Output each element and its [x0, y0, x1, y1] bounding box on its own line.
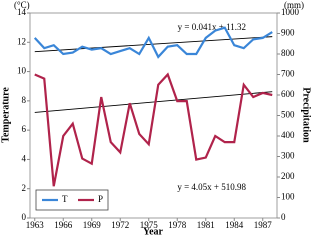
chart: (°C) (mm) Year Temperature Precipitation… — [0, 0, 312, 237]
y-tick-label: 14 — [17, 7, 27, 17]
legend-label: P — [98, 194, 103, 204]
x-tick-label: 1978 — [168, 220, 187, 230]
legend-label: T — [62, 194, 68, 204]
x-tick-label: 1966 — [54, 220, 73, 230]
y2-tick-label: 400 — [281, 130, 295, 140]
y2-tick-label: 300 — [281, 151, 295, 161]
trendline-label: y = 4.05x + 510.98 — [177, 182, 246, 192]
y-tick-label: 4 — [22, 153, 27, 163]
y-tick-label: 10 — [17, 66, 27, 76]
x-tick-label: 1981 — [197, 220, 215, 230]
trendline-label: y = 0.041x + 11.32 — [178, 22, 246, 32]
y-tick-label: 2 — [22, 183, 27, 193]
x-axis-title: Year — [143, 226, 164, 237]
y2-tick-label: 200 — [281, 171, 295, 181]
y-tick-label: 12 — [17, 36, 26, 46]
y2-unit: (mm) — [284, 0, 304, 10]
series-line — [33, 26, 273, 59]
y-tick-label: 6 — [22, 124, 27, 134]
y2-tick-label: 500 — [281, 110, 295, 120]
x-tick-label: 1963 — [26, 220, 45, 230]
x-tick-label: 1972 — [111, 220, 129, 230]
y2-tick-label: 700 — [281, 69, 295, 79]
y-tick-label: 8 — [22, 95, 27, 105]
x-tick-label: 1975 — [140, 220, 159, 230]
x-tick-label: 1969 — [83, 220, 102, 230]
y2-tick-label: 900 — [281, 28, 295, 38]
x-tick-label: 1987 — [254, 220, 273, 230]
y2-tick-label: 0 — [281, 212, 286, 222]
y2-tick-label: 1000 — [281, 7, 300, 17]
trendline — [34, 91, 273, 113]
y2-tick-label: 800 — [281, 48, 295, 58]
y-axis-title: Temperature — [0, 87, 11, 143]
x-tick-label: 1984 — [225, 220, 244, 230]
y2-axis-title: Precipitation — [301, 87, 312, 143]
y2-tick-label: 100 — [281, 192, 295, 202]
y-unit: (°C) — [14, 0, 30, 10]
legend-box — [35, 189, 109, 211]
y-tick-label: 0 — [22, 212, 27, 222]
series-line — [34, 72, 273, 187]
trendline — [34, 36, 273, 53]
y2-tick-label: 600 — [281, 89, 295, 99]
